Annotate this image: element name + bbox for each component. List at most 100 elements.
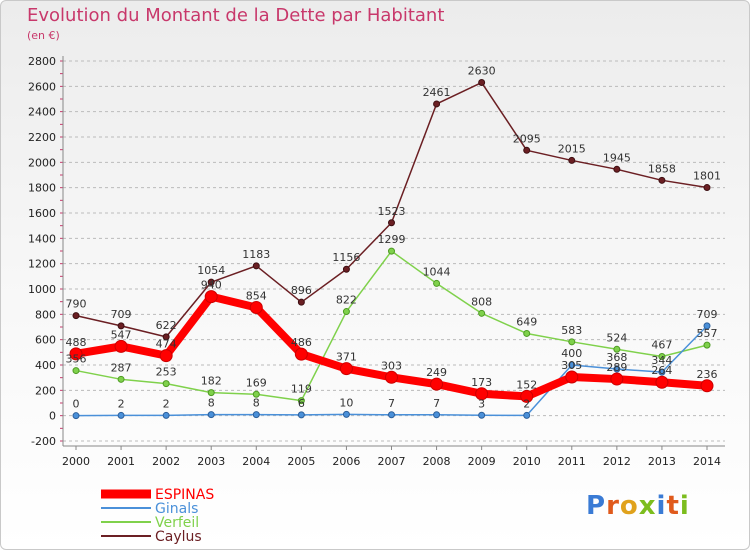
data-label-verfeil: 119 (291, 383, 312, 396)
data-label-ginals: 0 (73, 398, 80, 411)
data-label-espinas: 236 (697, 368, 718, 381)
legend-label-verfeil: Verfeil (155, 515, 199, 531)
point-caylus (72, 312, 80, 320)
point-espinas (475, 387, 489, 401)
data-label-ginals: 368 (606, 351, 627, 364)
legend-label-ginals: Ginals (155, 501, 198, 517)
y-tick-label: 200 (35, 384, 56, 397)
data-label-ginals: 3 (478, 397, 485, 410)
legend-label-caylus: Caylus (155, 529, 202, 545)
point-verfeil (297, 397, 305, 405)
point-caylus (162, 333, 170, 341)
data-label-caylus: 1183 (242, 248, 270, 261)
data-label-espinas: 547 (111, 328, 132, 341)
y-tick-label: 1200 (28, 258, 56, 271)
point-verfeil (207, 389, 215, 397)
data-label-ginals: 8 (208, 397, 215, 410)
x-tick-label: 2000 (62, 455, 90, 468)
point-caylus (703, 184, 711, 192)
point-espinas (430, 377, 444, 391)
data-label-espinas: 305 (561, 359, 582, 372)
point-caylus (297, 298, 305, 306)
proxiti-logo: Proxiti (586, 491, 690, 521)
x-tick-label: 2003 (197, 455, 225, 468)
point-espinas (385, 370, 398, 384)
data-label-caylus: 1801 (693, 170, 721, 183)
x-tick-label: 2013 (648, 455, 676, 468)
data-label-caylus: 2095 (513, 132, 541, 145)
y-tick-label: 0 (49, 410, 56, 423)
point-caylus (478, 79, 486, 87)
point-verfeil (568, 338, 576, 346)
point-ginals (117, 411, 125, 419)
data-label-espinas: 940 (201, 279, 222, 292)
point-verfeil (162, 380, 170, 388)
point-espinas (249, 300, 263, 314)
y-tick-label: 1800 (28, 182, 56, 195)
data-label-espinas: 152 (516, 378, 537, 391)
point-espinas (520, 389, 534, 403)
data-label-espinas: 371 (336, 351, 357, 364)
y-tick-label: 1400 (28, 232, 56, 245)
y-tick-label: 2600 (28, 80, 56, 93)
data-label-verfeil: 583 (561, 324, 582, 337)
point-verfeil (433, 279, 441, 287)
point-caylus (613, 165, 621, 173)
x-tick-label: 2007 (378, 455, 406, 468)
y-tick-label: 2000 (28, 156, 56, 169)
data-label-verfeil: 287 (111, 361, 132, 374)
y-tick-label: 400 (35, 359, 56, 372)
legend-label-espinas: ESPINAS (155, 487, 214, 503)
point-ginals (523, 411, 531, 419)
point-ginals (613, 365, 621, 373)
point-ginals (568, 361, 576, 369)
x-tick-label: 2009 (468, 455, 496, 468)
x-tick-label: 2004 (242, 455, 270, 468)
data-label-ginals: 6 (298, 397, 305, 410)
data-label-espinas: 264 (651, 364, 672, 377)
data-label-verfeil: 822 (336, 294, 357, 307)
data-label-ginals: 10 (339, 396, 353, 409)
point-ginals (207, 411, 215, 419)
data-labels: 7907096221054118389611561523246126302095… (66, 65, 722, 411)
y-tick-label: 1600 (28, 207, 56, 220)
point-ginals (658, 368, 666, 376)
point-caylus (252, 262, 260, 270)
point-verfeil (703, 341, 711, 349)
y-tick-label: -200 (31, 435, 56, 448)
data-label-espinas: 249 (426, 366, 447, 379)
point-caylus (342, 265, 350, 273)
data-label-espinas: 173 (471, 376, 492, 389)
data-label-ginals: 7 (433, 397, 440, 410)
y-tick-label: 600 (35, 334, 56, 347)
point-ginals (252, 411, 260, 419)
data-label-espinas: 486 (291, 336, 312, 349)
data-label-caylus: 1858 (648, 162, 676, 175)
data-label-verfeil: 808 (471, 295, 492, 308)
point-verfeil (252, 390, 260, 398)
data-label-caylus: 1156 (332, 251, 360, 264)
data-label-caylus: 790 (66, 298, 87, 311)
point-verfeil (658, 353, 666, 361)
point-espinas (69, 347, 83, 361)
point-verfeil (342, 308, 350, 316)
point-caylus (658, 176, 666, 184)
x-tick-label: 2005 (287, 455, 315, 468)
y-tick-label: 1000 (28, 283, 56, 296)
y-tick-label: 2200 (28, 131, 56, 144)
data-label-caylus: 1054 (197, 264, 225, 277)
point-espinas (204, 290, 218, 304)
point-verfeil (117, 375, 125, 383)
data-label-ginals: 7 (388, 397, 395, 410)
data-label-ginals: 344 (651, 354, 672, 367)
data-label-caylus: 2461 (423, 86, 451, 99)
point-verfeil (72, 367, 80, 375)
data-label-ginals: 709 (697, 308, 718, 321)
data-label-verfeil: 1044 (423, 265, 451, 278)
point-caylus (388, 219, 395, 227)
data-label-verfeil: 356 (66, 353, 87, 366)
data-label-espinas: 303 (381, 359, 402, 372)
point-caylus (117, 322, 125, 330)
point-espinas (339, 362, 353, 376)
